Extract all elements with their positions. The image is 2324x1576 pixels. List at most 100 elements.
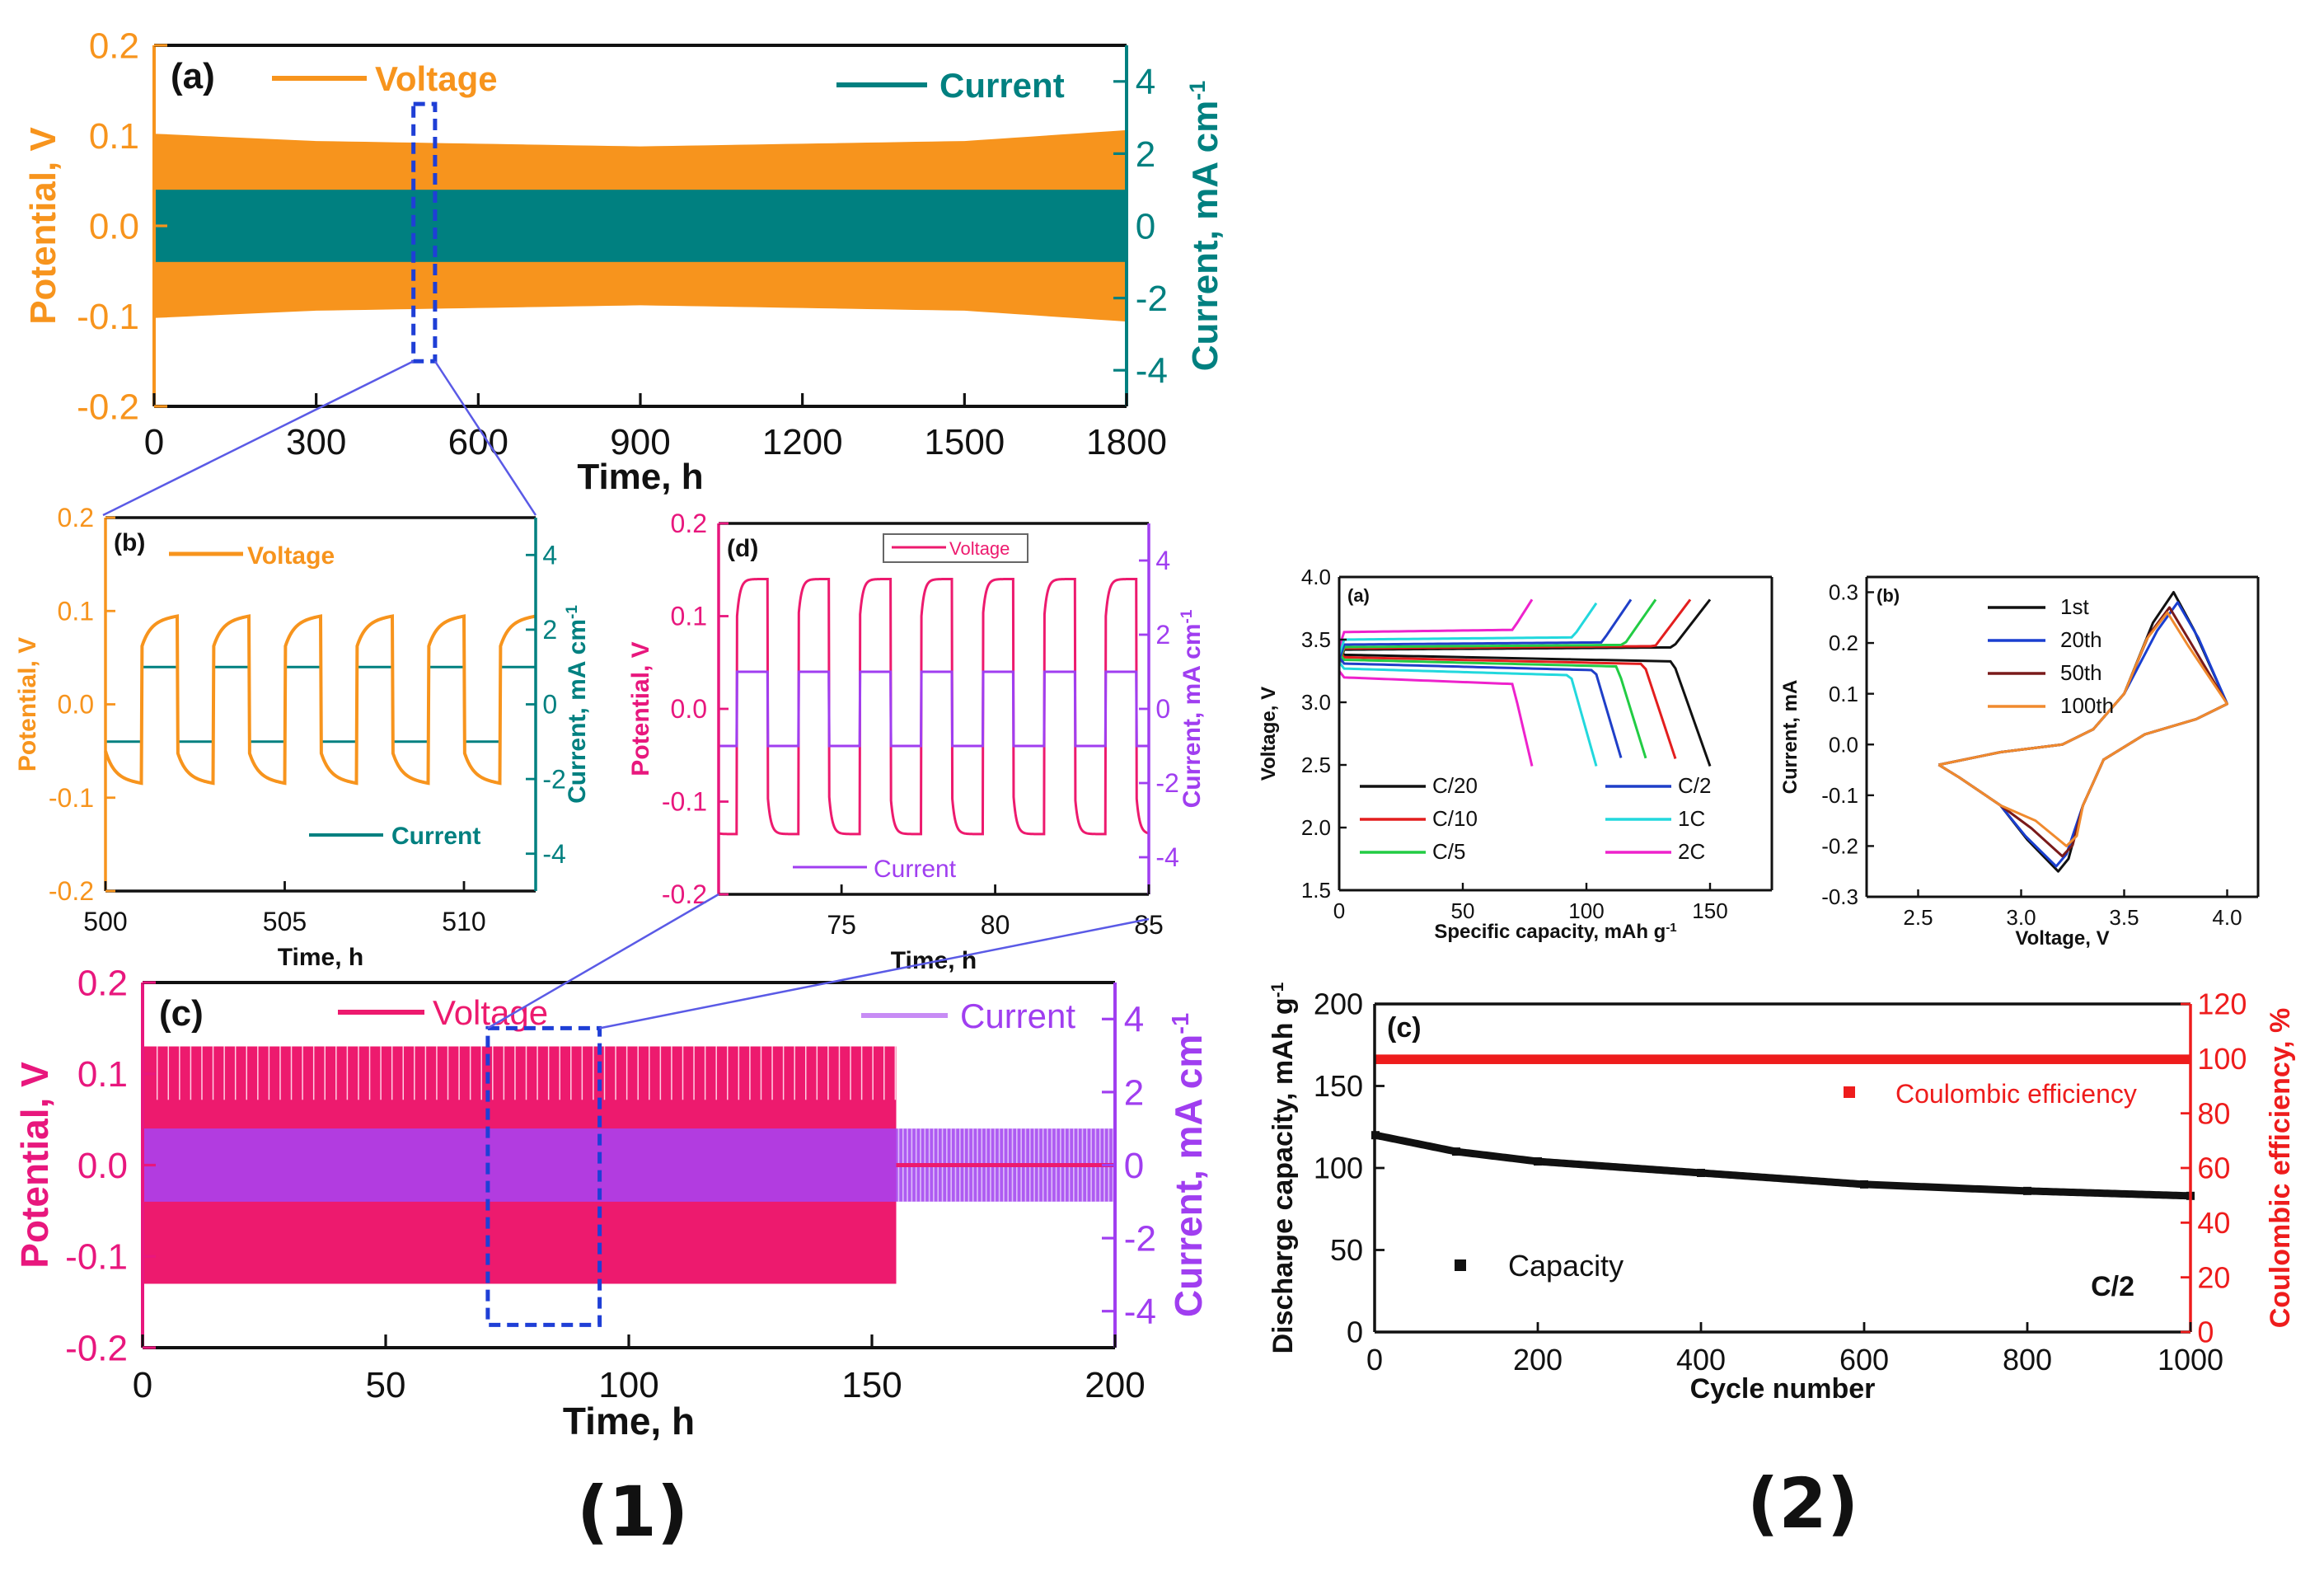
series-discharge-1C <box>1338 661 1598 767</box>
y-tick-label: 0.0 <box>89 206 139 246</box>
x-tick-label: 300 <box>286 422 346 462</box>
x-tick-label: 600 <box>1839 1343 1889 1377</box>
series-coulombic-efficiency <box>1375 1054 2190 1064</box>
legend-marker-ce <box>1844 1086 1855 1098</box>
x-tick-label: 100 <box>598 1365 658 1405</box>
legend-label-ce: Coulombic efficiency <box>1895 1079 2137 1109</box>
y-tick-label: 100 <box>1314 1152 1363 1185</box>
x-tick-label: 50 <box>1451 898 1475 923</box>
y2-tick-label: 60 <box>2197 1152 2230 1185</box>
y-tick-label: -0.1 <box>77 297 139 337</box>
y2-tick-label: -4 <box>1136 351 1168 392</box>
zoom-connector <box>102 360 415 517</box>
legend-label-capacity: Capacity <box>1508 1249 1624 1283</box>
x-tick-label: 200 <box>1513 1343 1563 1377</box>
panel-label: (c) <box>1387 1012 1422 1044</box>
y-tick-label: -0.1 <box>49 783 94 813</box>
legend-label-50th: 50th <box>2060 660 2102 685</box>
x-tick-label: 85 <box>1134 910 1164 940</box>
x-tick-label: 50 <box>366 1365 406 1405</box>
x-tick-label: 1500 <box>924 422 1005 462</box>
y-tick-label: 0.1 <box>77 1054 128 1095</box>
y-axis-title: Voltage, V <box>1258 687 1280 781</box>
figure-label-2: (2) <box>1747 1463 1859 1544</box>
y2-tick-label: -2 <box>542 764 565 794</box>
legend-label-1st: 1st <box>2060 594 2089 619</box>
y2-axis-title: Current, mA cm-1 <box>1178 609 1207 808</box>
legend-label-voltage: Voltage <box>375 59 498 98</box>
x-axis-title: Time, h <box>891 947 977 974</box>
x-tick-label: 0 <box>1366 1343 1383 1377</box>
superscript: -1 <box>1666 921 1676 935</box>
y-tick-label: 3.5 <box>1301 627 1331 652</box>
y2-tick-label: 0 <box>1136 206 1155 246</box>
x-tick-label: 0 <box>1333 898 1345 923</box>
y-tick-label: 2.0 <box>1301 815 1331 840</box>
y2-tick-label: 2 <box>542 615 557 645</box>
series-capacity <box>1375 1131 2191 1200</box>
x-tick-label: 3.5 <box>2109 905 2139 930</box>
series-charge-2C <box>1338 598 1534 648</box>
zoom-connector <box>487 893 719 1030</box>
y2-tick-label: -4 <box>542 839 565 869</box>
legend-label-C/10: C/10 <box>1432 806 1478 831</box>
y-tick-label: -0.1 <box>1821 783 1858 808</box>
y2-tick-label: 2 <box>1136 134 1155 175</box>
y-tick-label: 0.0 <box>77 1146 128 1186</box>
y-axis-title: Discharge capacity, mAh g-1 <box>1267 982 1299 1353</box>
superscript: -1 <box>1178 609 1196 623</box>
panel-label: (a) <box>1347 585 1370 606</box>
y2-tick-label: 0 <box>1124 1146 1144 1186</box>
y-tick-label: 0.0 <box>671 694 707 724</box>
y2-tick-label: -2 <box>1124 1219 1156 1259</box>
legend-label-voltage: Voltage <box>949 538 1010 559</box>
zoom-box <box>411 101 438 364</box>
legend-label-current: Current <box>874 856 957 883</box>
legend-label-2C: 2C <box>1678 839 1705 864</box>
legend-label-100th: 100th <box>2060 693 2114 718</box>
legend-marker-capacity <box>1455 1259 1466 1271</box>
panel-label: (a) <box>171 56 215 96</box>
superscript: -1 <box>1268 982 1287 997</box>
x-axis-title: Cycle number <box>1690 1373 1876 1405</box>
series-discharge-C/5 <box>1338 652 1647 759</box>
y-tick-label: 0.1 <box>1829 682 1858 706</box>
y-axis-title: Potential, V <box>23 127 63 325</box>
x-axis-title: Time, h <box>563 1400 695 1442</box>
x-tick-label: 150 <box>841 1365 902 1405</box>
rate-annotation: C/2 <box>2091 1271 2134 1302</box>
x-tick-label: 1000 <box>2158 1343 2223 1377</box>
y-tick-label: 0.1 <box>671 602 707 631</box>
superscript: -1 <box>1168 1013 1194 1034</box>
y2-tick-label: -4 <box>1124 1292 1156 1332</box>
y-tick-label: -0.1 <box>662 787 707 817</box>
legend-label-C/2: C/2 <box>1678 773 1711 798</box>
x-tick-label: 505 <box>263 907 307 936</box>
y2-tick-label: 4 <box>1136 62 1155 102</box>
x-axis-title: Specific capacity, mAh g-1 <box>1434 921 1676 944</box>
legend-label-voltage: Voltage <box>247 542 335 570</box>
y2-tick-label: 20 <box>2197 1260 2230 1294</box>
y-tick-label: 1.5 <box>1301 878 1331 903</box>
y-tick-label: 0.2 <box>1829 631 1858 655</box>
x-tick-label: 200 <box>1085 1365 1145 1405</box>
y2-tick-label: -4 <box>1155 842 1178 872</box>
legend-label-current: Current <box>391 823 480 850</box>
y2-tick-label: 4 <box>1155 546 1170 575</box>
x-tick-label: 3.0 <box>2006 905 2036 930</box>
legend-label-C/20: C/20 <box>1432 773 1478 798</box>
panel-label: (c) <box>159 993 204 1034</box>
y2-tick-label: 0 <box>2197 1316 2214 1349</box>
y-axis-title: Potential, V <box>13 1062 56 1269</box>
x-tick-label: 80 <box>981 910 1010 940</box>
y2-tick-label: 2 <box>1124 1072 1144 1113</box>
y2-axis-title: Current, mA cm-1 <box>1167 1013 1210 1317</box>
y2-axis-title: Coulombic efficiency, % <box>2265 1008 2296 1329</box>
legend-label-current: Current <box>960 997 1075 1035</box>
series-voltage-line <box>718 577 1150 836</box>
y-tick-label: 0 <box>1347 1316 1363 1349</box>
series-charge-C/2 <box>1338 598 1633 660</box>
y-axis-title: Potential, V <box>14 637 41 772</box>
y-tick-label: -0.2 <box>77 387 139 427</box>
